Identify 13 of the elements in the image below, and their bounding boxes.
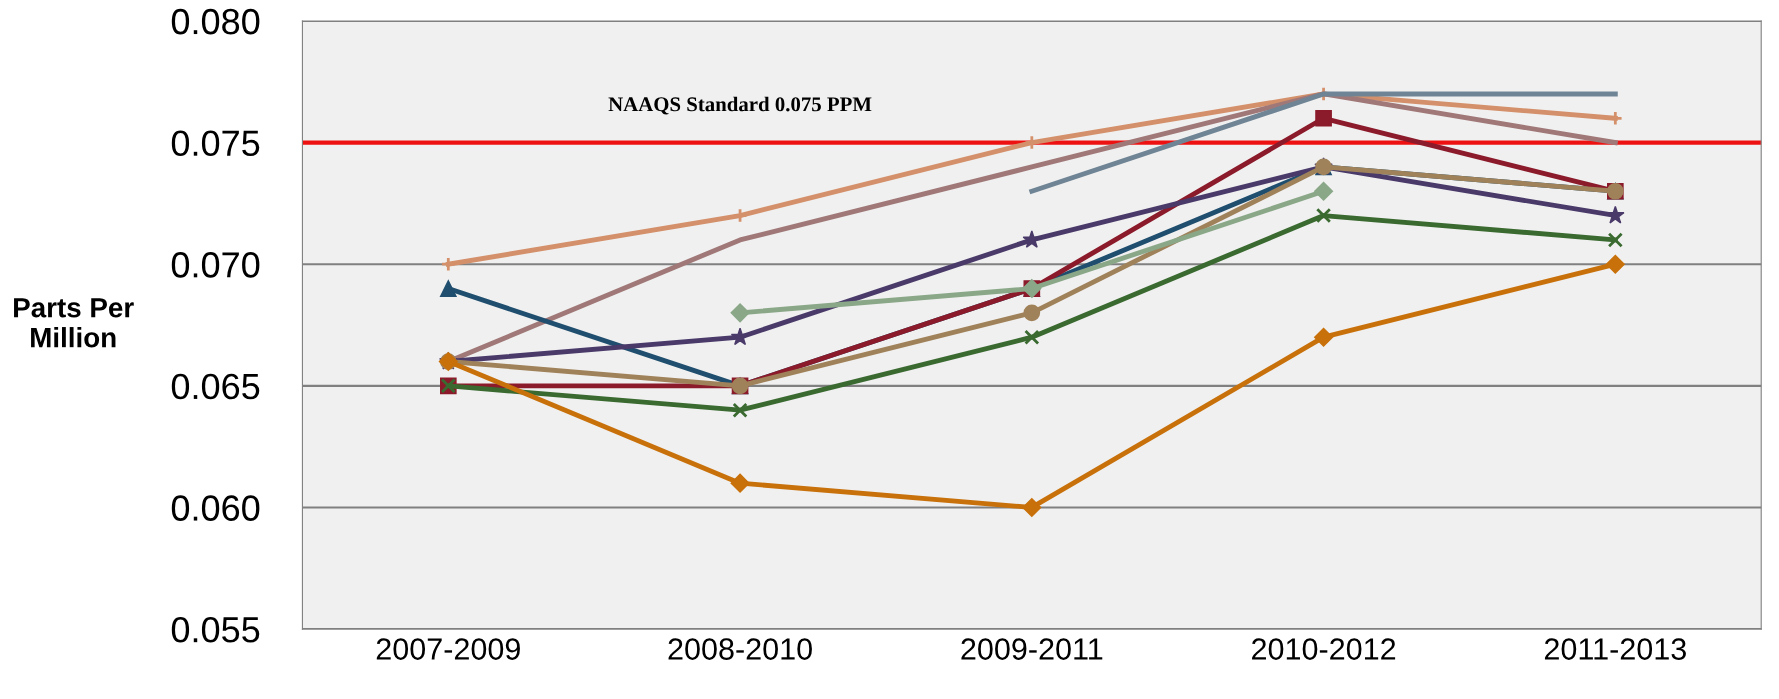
x-tick-label: 2008-2010 bbox=[668, 638, 812, 660]
y-tick-label: 0.075 bbox=[171, 130, 260, 157]
y-axis-title: Parts Per Million bbox=[14, 298, 134, 348]
ref-line-label: NAAQS Standard 0.075 PPM bbox=[608, 96, 872, 115]
y-tick-label: 0.065 bbox=[171, 373, 260, 400]
y-tick-label: 0.055 bbox=[171, 616, 260, 643]
y-tick-label: 0.080 bbox=[171, 8, 260, 35]
x-tick-label: 2007-2009 bbox=[376, 638, 520, 660]
y-tick-label: 0.070 bbox=[171, 252, 260, 278]
x-tick-label: 2010-2012 bbox=[1252, 638, 1396, 660]
y-tick-label: 0.060 bbox=[171, 495, 260, 521]
x-tick-label: 2011-2013 bbox=[1544, 638, 1686, 660]
x-tick-label: 2009-2011 bbox=[961, 638, 1103, 660]
